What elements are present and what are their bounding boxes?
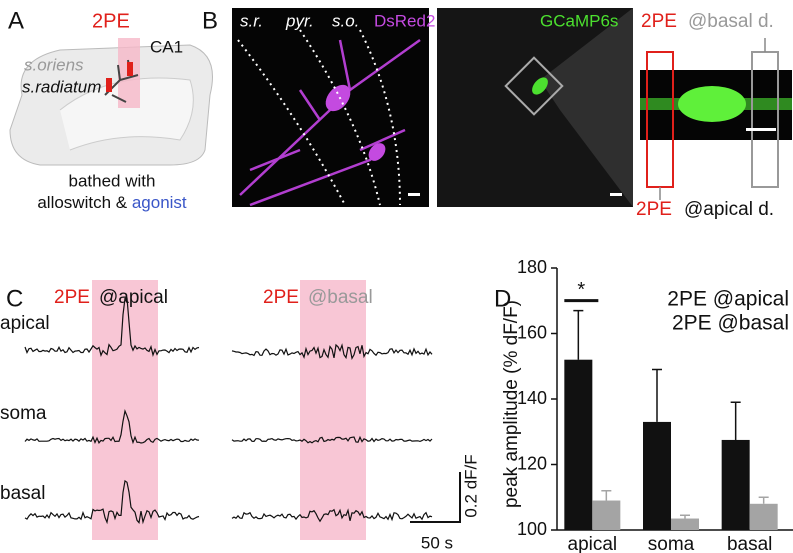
stim-window bbox=[300, 280, 366, 540]
panel-label: C bbox=[6, 285, 23, 312]
roi-box bbox=[504, 56, 564, 116]
layer-border bbox=[237, 29, 401, 206]
stim-site bbox=[127, 62, 133, 76]
legend-entry: 2PE @basal bbox=[672, 312, 789, 335]
soma bbox=[325, 84, 351, 112]
site-label: @apical d. bbox=[684, 199, 774, 220]
error-bar bbox=[652, 368, 662, 422]
trace bbox=[231, 508, 433, 523]
caption-part: agonist bbox=[132, 193, 187, 212]
error-bar bbox=[601, 489, 612, 501]
site-tag: 2PE bbox=[636, 199, 672, 220]
trace bbox=[231, 435, 433, 444]
site-label: @apical bbox=[99, 287, 168, 308]
significance-mark: * bbox=[577, 279, 585, 301]
trace bbox=[231, 343, 433, 361]
stim-site bbox=[106, 78, 112, 92]
x-tick-label: basal bbox=[727, 534, 772, 553]
trace bbox=[24, 408, 200, 445]
panel-label: D bbox=[494, 285, 511, 312]
panel-label: B bbox=[202, 7, 218, 34]
scale-label: 0.2 dF/F bbox=[461, 454, 480, 517]
trace bbox=[24, 479, 200, 525]
trace bbox=[24, 297, 200, 358]
y-tick-label: 180 bbox=[517, 257, 547, 277]
bar bbox=[643, 421, 671, 530]
error-bar bbox=[680, 514, 690, 519]
soma bbox=[532, 77, 548, 95]
region-label: CA1 bbox=[150, 37, 183, 56]
bar bbox=[671, 518, 699, 530]
site-label: @basal d. bbox=[688, 11, 774, 32]
y-tick-label: 140 bbox=[517, 388, 547, 408]
site-tag: 2PE bbox=[263, 287, 299, 308]
neuron bbox=[104, 59, 139, 103]
site-label: @basal bbox=[308, 287, 373, 308]
scale-bar bbox=[610, 193, 622, 196]
row-label: basal bbox=[0, 483, 45, 504]
scale-bar bbox=[408, 193, 420, 196]
soma bbox=[678, 86, 746, 122]
error-bar bbox=[758, 496, 769, 504]
layer-label: s.radiatum bbox=[22, 77, 101, 96]
site-tag: 2PE bbox=[54, 287, 90, 308]
stain-label: GCaMP6s bbox=[540, 11, 618, 30]
error-bar bbox=[730, 401, 741, 440]
y-tick-label: 120 bbox=[517, 453, 547, 473]
site-tag: 2PE bbox=[641, 11, 677, 32]
layer-label: s.r. bbox=[240, 11, 263, 30]
y-tick-label: 160 bbox=[517, 322, 547, 342]
bar bbox=[749, 503, 778, 530]
bar bbox=[564, 359, 593, 530]
y-axis-label: peak amplitude (% dF/F) bbox=[501, 300, 522, 508]
pointer bbox=[659, 38, 766, 200]
stain-label: DsRed2 bbox=[374, 11, 435, 30]
error-bar bbox=[573, 309, 584, 360]
layer-label: s.o. bbox=[332, 11, 359, 30]
row-label: apical bbox=[0, 313, 50, 334]
scale-bar bbox=[410, 472, 461, 523]
bar bbox=[592, 500, 621, 530]
legend-entry: 2PE @apical bbox=[667, 288, 789, 311]
traces bbox=[24, 297, 433, 525]
scale-label: 50 s bbox=[421, 533, 453, 552]
caption: bathed with bbox=[69, 171, 156, 190]
scale-bar bbox=[746, 128, 776, 131]
zoom-cone bbox=[540, 8, 633, 207]
bar-chart: 100 120 140 160 180 peak amplitude (% dF/F) ap… bbox=[501, 257, 793, 553]
layer-label: pyr. bbox=[285, 11, 314, 30]
soma bbox=[368, 143, 386, 161]
x-tick-label: soma bbox=[648, 534, 695, 553]
y-tick-label: 100 bbox=[517, 519, 547, 539]
bar bbox=[721, 439, 750, 530]
row-label: soma bbox=[0, 403, 47, 424]
a-title: 2PE bbox=[92, 10, 130, 32]
panel-label: A bbox=[8, 7, 24, 34]
caption: alloswitch & agonist bbox=[37, 193, 187, 212]
layer-label: s.oriens bbox=[24, 55, 84, 74]
caption-part: alloswitch & bbox=[37, 193, 131, 212]
x-tick-label: apical bbox=[568, 534, 618, 553]
